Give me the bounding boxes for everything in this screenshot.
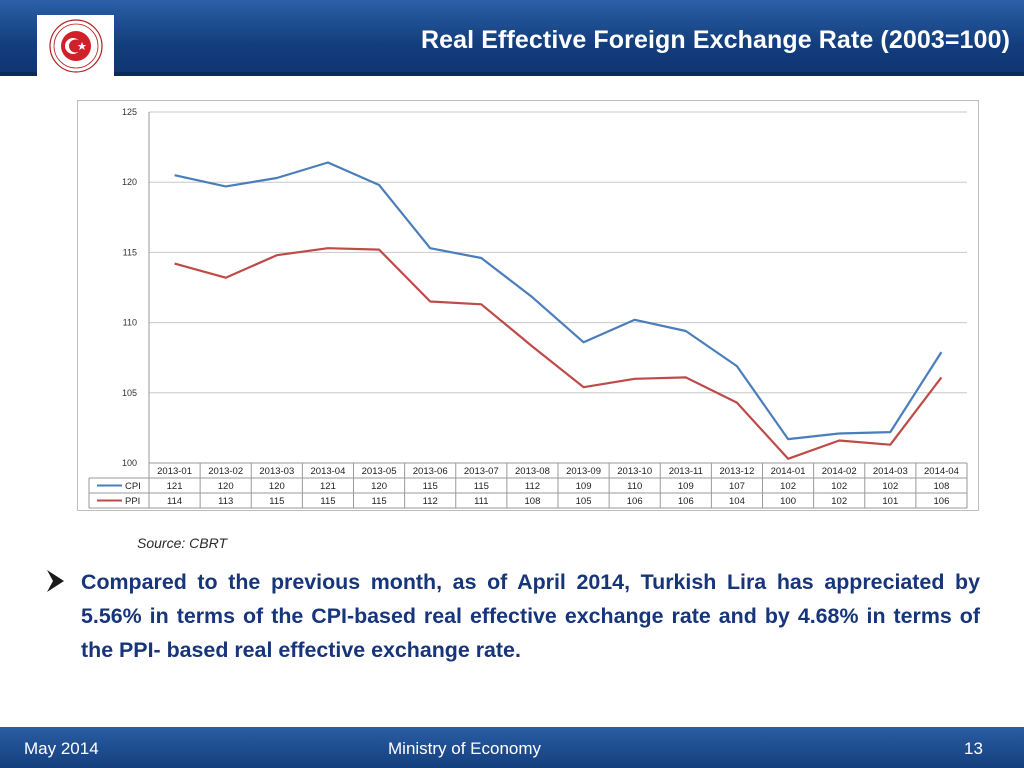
table-cell-ppi: 105 (576, 496, 592, 507)
x-tick-label: 2013-09 (566, 466, 601, 477)
table-cell-ppi: 112 (423, 496, 438, 507)
x-tick-label: 2013-06 (413, 466, 448, 477)
x-tick-label: 2013-08 (515, 466, 550, 477)
table-cell-cpi: 120 (218, 481, 234, 492)
table-cell-cpi: 120 (269, 481, 285, 492)
page-number: 13 (964, 739, 983, 758)
x-tick-label: 2013-12 (720, 466, 755, 477)
legend-label-cpi: CPI (125, 481, 141, 492)
series-line-cpi (174, 161, 943, 441)
table-cell-ppi: 106 (678, 496, 694, 507)
table-cell-ppi: 115 (320, 496, 335, 507)
x-tick-label: 2013-02 (208, 466, 243, 477)
legend-label-ppi: PPI (125, 496, 140, 507)
footer-date: May 2014 (24, 739, 99, 758)
line-chart: 100 105 110 115 120 125 2013-01 2013-02 2013-03 2… (88, 107, 968, 509)
y-tick-label: 110 (123, 318, 137, 328)
series-line-ppi (174, 247, 943, 460)
y-tick-label: 115 (123, 247, 137, 257)
table-cell-cpi: 108 (934, 481, 950, 492)
y-tick-label: 100 (122, 458, 137, 468)
table-cell-cpi: 109 (576, 481, 592, 492)
x-tick-label: 2013-04 (311, 466, 346, 477)
x-tick-label: 2014-03 (873, 466, 908, 477)
header-bar (0, 0, 1024, 76)
table-cell-ppi: 102 (831, 496, 847, 507)
table-cell-cpi: 107 (729, 481, 745, 492)
table-cell-cpi: 102 (780, 481, 796, 492)
x-tick-label: 2014-04 (924, 466, 959, 477)
table-cell-ppi: 113 (218, 496, 233, 507)
footer-bar: May 2014 Ministry of Economy 13 (0, 727, 1024, 768)
table-cell-ppi: 100 (780, 496, 796, 507)
page-title: Real Effective Foreign Exchange Rate (20… (421, 26, 1010, 54)
table-cell-ppi: 115 (371, 496, 386, 507)
table-cell-cpi: 112 (525, 481, 540, 492)
x-tick-label: 2013-01 (157, 466, 192, 477)
table-cell-cpi: 115 (474, 481, 489, 492)
arrow-bullet-icon (47, 570, 64, 592)
table-cell-ppi: 114 (167, 496, 182, 507)
y-tick-label: 120 (122, 177, 137, 187)
x-tick-label: 2013-10 (617, 466, 652, 477)
x-tick-label: 2013-05 (362, 466, 397, 477)
x-tick-label: 2013-03 (259, 466, 294, 477)
table-cell-cpi: 121 (167, 481, 183, 492)
chart-frame (77, 100, 979, 511)
table-cell-ppi: 108 (525, 496, 541, 507)
table-cell-ppi: 104 (729, 496, 745, 507)
summary-paragraph: Compared to the previous month, as of Ap… (81, 570, 980, 662)
footer-organization: Ministry of Economy (388, 739, 542, 758)
x-tick-label: 2013-07 (464, 466, 499, 477)
y-tick-label: 105 (122, 388, 137, 398)
x-tick-label: 2014-01 (771, 466, 806, 477)
table-cell-cpi: 121 (320, 481, 336, 492)
ministry-seal-icon (49, 19, 103, 73)
table-cell-cpi: 120 (371, 481, 387, 492)
table-cell-ppi: 101 (882, 496, 898, 507)
table-cell-cpi: 115 (423, 481, 438, 492)
x-tick-label: 2013-11 (669, 466, 703, 477)
table-cell-ppi: 106 (934, 496, 950, 507)
table-cell-cpi: 102 (882, 481, 898, 492)
x-tick-label: 2014-02 (822, 466, 857, 477)
y-tick-label: 125 (122, 107, 137, 117)
source-note: Source: CBRT (137, 535, 227, 551)
table-cell-cpi: 110 (627, 481, 642, 492)
table-cell-ppi: 115 (269, 496, 284, 507)
table-cell-ppi: 106 (627, 496, 643, 507)
table-cell-cpi: 109 (678, 481, 694, 492)
table-cell-cpi: 102 (831, 481, 847, 492)
table-cell-ppi: 111 (474, 496, 488, 507)
